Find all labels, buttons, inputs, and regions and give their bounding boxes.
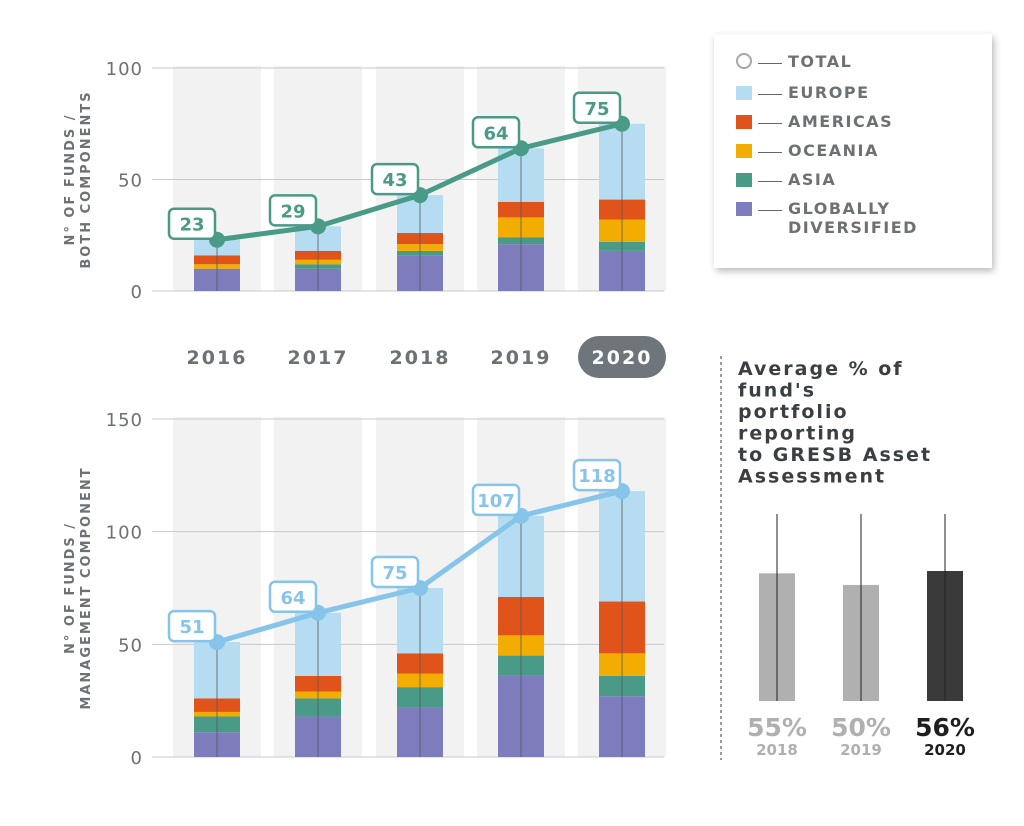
percent-year-label: 2020 [924,741,966,759]
total-callout-box [167,207,217,240]
legend-label-total: TOTAL [788,52,853,71]
total-data-label: 29 [280,201,305,222]
x-category-label: 2019 [491,347,552,369]
x-category-label: 2017 [288,347,349,369]
y-tick-label: 100 [106,59,143,80]
panel-title-line: fund's [738,380,816,402]
total-data-label: 23 [179,215,204,236]
total-data-label: 75 [584,99,609,120]
percent-value-label: 55% [747,713,807,742]
americas-swatch [736,115,752,129]
total-callout-box [167,609,217,643]
y-tick-label: 50 [118,171,143,192]
legend-label-europe: EUROPE [788,83,870,102]
y-axis-label-line1: N° OF FUNDS / [63,113,78,245]
total-marker-icon [736,53,752,69]
legend: TOTAL EUROPE AMERICAS OCEANIA ASIA GLOBA… [714,34,992,268]
total-data-label: 51 [179,617,204,638]
panel-title-line: Assessment [738,466,886,488]
y-tick-label: 0 [131,282,143,303]
legend-label-globally: GLOBALLY DIVERSIFIED [788,199,918,237]
legend-label-oceania: OCEANIA [788,141,879,160]
legend-item-globally: GLOBALLY DIVERSIFIED [736,199,918,237]
panel-title-line: reporting [738,423,857,445]
asia-swatch [736,173,752,187]
legend-item-asia: ASIA [736,170,836,189]
legend-dash [758,63,782,64]
x-category-label-highlight: 2020 [592,347,653,369]
y-axis-label-line2: BOTH COMPONENTS [79,90,94,268]
total-data-label: 118 [578,466,616,487]
y-axis-label-line1: N° OF FUNDS / [63,522,78,654]
legend-label-asia: ASIA [788,170,837,189]
total-callout-box [572,458,622,492]
total-data-label: 43 [382,170,407,191]
percent-year-label: 2018 [756,741,798,759]
legend-item-total: TOTAL [736,52,852,71]
panel-title-line: to GRESB Asset [738,444,932,466]
percent-value-label: 50% [831,713,891,742]
total-data-label: 75 [382,563,407,584]
legend-dash [758,210,782,211]
percent-value-label: 56% [915,713,975,742]
y-tick-label: 100 [106,523,143,544]
total-callout-box [268,194,318,227]
panel-title-line: portfolio [738,401,849,423]
total-data-label: 64 [280,588,305,609]
panel-title-line: Average % of [738,358,904,380]
legend-dash [758,152,782,153]
legend-item-europe: EUROPE [736,83,870,102]
total-callout-box [268,580,318,614]
y-tick-label: 0 [131,748,143,769]
oceania-swatch [736,144,752,158]
legend-dash [758,94,782,95]
total-data-label: 107 [477,491,515,512]
x-category-label: 2018 [390,347,451,369]
total-callout-box [471,483,521,517]
x-category-label: 2016 [187,347,248,369]
legend-item-oceania: OCEANIA [736,141,879,160]
europe-swatch [736,86,752,100]
legend-dash [758,181,782,182]
globally-swatch [736,202,752,216]
total-callout-box [370,162,420,196]
total-callout-box [572,91,622,124]
total-data-label: 64 [483,123,508,144]
y-axis-label-line2: MANAGEMENT COMPONENT [79,466,94,709]
y-tick-label: 150 [106,410,143,431]
total-callout-box [370,555,420,589]
y-tick-label: 50 [118,635,143,656]
total-callout-box [471,116,521,149]
year-pill-highlight [578,336,666,378]
legend-dash [758,123,782,124]
legend-label-americas: AMERICAS [788,112,894,131]
legend-item-americas: AMERICAS [736,112,893,131]
percent-year-label: 2019 [840,741,882,759]
